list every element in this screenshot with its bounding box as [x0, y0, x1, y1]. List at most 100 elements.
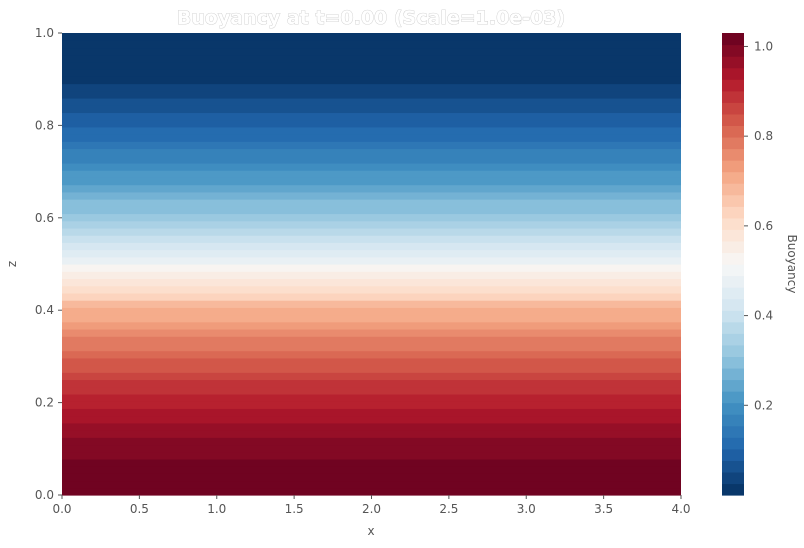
y-tick-label: 0.0 — [35, 488, 54, 502]
colorbar-segment — [722, 56, 744, 69]
heatmap-band — [62, 256, 681, 265]
colorbar-segment — [722, 102, 744, 115]
colorbar-segment — [722, 160, 744, 173]
heatmap-band — [62, 90, 681, 99]
heatmap-band — [62, 271, 681, 280]
colorbar-segment — [722, 252, 744, 265]
x-tick-label: 0.5 — [130, 502, 149, 516]
heatmap-band — [62, 191, 681, 200]
colorbar-segment — [722, 67, 744, 80]
heatmap-band — [62, 372, 681, 381]
heatmap-band — [62, 47, 681, 56]
x-tick-label: 0.0 — [52, 502, 71, 516]
heatmap-band — [62, 54, 681, 63]
heatmap-band — [62, 437, 681, 446]
colorbar-segment — [722, 298, 744, 311]
heatmap-band — [62, 141, 681, 150]
heatmap-band — [62, 328, 681, 337]
colorbar-segment — [722, 425, 744, 438]
heatmap-band — [62, 105, 681, 114]
heatmap-band — [62, 119, 681, 128]
x-tick-label: 1.5 — [285, 502, 304, 516]
heatmap-band — [62, 184, 681, 193]
colorbar-segment — [722, 437, 744, 450]
x-axis: 0.0 0.5 1.0 1.5 2.0 2.5 3.0 3.5 4.0 — [52, 495, 691, 516]
colorbar-segment — [722, 321, 744, 334]
colorbar-segment — [722, 402, 744, 415]
colorbar-segment — [722, 148, 744, 161]
heatmap-band — [62, 408, 681, 417]
heatmap-band — [62, 213, 681, 222]
colorbar-segment — [722, 113, 744, 126]
colorbar-segment — [722, 379, 744, 392]
heatmap-band — [62, 379, 681, 388]
heatmap-band — [62, 314, 681, 323]
y-tick-label: 0.2 — [35, 396, 54, 410]
colorbar-tick-label: 0.6 — [754, 219, 773, 233]
x-tick-label: 4.0 — [671, 502, 690, 516]
heatmap-band — [62, 242, 681, 251]
colorbar-segment — [722, 287, 744, 300]
colorbar-segment — [722, 414, 744, 427]
heatmap-band — [62, 473, 681, 482]
x-axis-label: x — [367, 524, 374, 538]
heatmap-band — [62, 300, 681, 308]
colorbar-segment — [722, 79, 744, 92]
colorbar-segment — [722, 391, 744, 404]
colorbar-segment — [722, 171, 744, 184]
heatmap-band — [62, 466, 681, 474]
colorbar-segment — [722, 333, 744, 346]
heatmap-band — [62, 336, 681, 345]
colorbar-segment — [722, 367, 744, 381]
heatmap-band — [62, 321, 681, 330]
heatmap-band — [62, 249, 681, 258]
heatmap-band — [62, 97, 681, 106]
colorbar-segment — [722, 206, 744, 219]
y-tick-label: 0.8 — [35, 118, 54, 132]
heatmap-band — [62, 220, 681, 229]
heatmap-band — [62, 350, 681, 359]
y-axis-label: z — [5, 261, 19, 267]
x-tick-label: 2.5 — [439, 502, 458, 516]
colorbar-segment — [722, 194, 744, 207]
colorbar: 0.2 0.4 0.6 0.8 1.0 — [722, 33, 773, 496]
colorbar-segment — [722, 471, 744, 485]
heatmap-band — [62, 451, 681, 460]
colorbar-tick-label: 0.8 — [754, 129, 773, 143]
colorbar-segment — [722, 136, 744, 150]
colorbar-segment — [722, 125, 744, 138]
heatmap-band — [62, 170, 681, 178]
heatmap-band — [62, 292, 681, 301]
colorbar-segment — [722, 33, 744, 46]
colorbar-segment — [722, 44, 744, 57]
colorbar-tick-label: 0.4 — [754, 309, 773, 323]
colorbar-segment — [722, 448, 744, 461]
heatmap-band — [62, 134, 681, 142]
y-axis: 0.0 0.2 0.4 0.6 0.8 1.0 — [35, 26, 62, 502]
heatmap-band — [62, 307, 681, 316]
colorbar-label: Buoyancy — [785, 235, 799, 294]
y-tick-label: 0.6 — [35, 211, 54, 225]
colorbar-segment — [722, 310, 744, 323]
plot-area — [62, 33, 681, 496]
heatmap-band — [62, 264, 681, 272]
heatmap-band — [62, 487, 681, 496]
colorbar-segment — [722, 264, 744, 277]
heatmap-band — [62, 365, 681, 373]
heatmap-band — [62, 112, 681, 121]
heatmap-band — [62, 401, 681, 409]
heatmap-band — [62, 285, 681, 294]
heatmap-band — [62, 386, 681, 395]
heatmap-band — [62, 393, 681, 402]
heatmap-band — [62, 199, 681, 207]
heatmap-band — [62, 177, 681, 186]
heatmap-band — [62, 458, 681, 467]
heatmap-band — [62, 422, 681, 431]
colorbar-segment — [722, 483, 744, 496]
heatmap-band — [62, 235, 681, 243]
heatmap-band — [62, 162, 681, 171]
heatmap-band — [62, 126, 681, 135]
heatmap-band — [62, 61, 681, 70]
colorbar-tick-label: 1.0 — [754, 39, 773, 53]
